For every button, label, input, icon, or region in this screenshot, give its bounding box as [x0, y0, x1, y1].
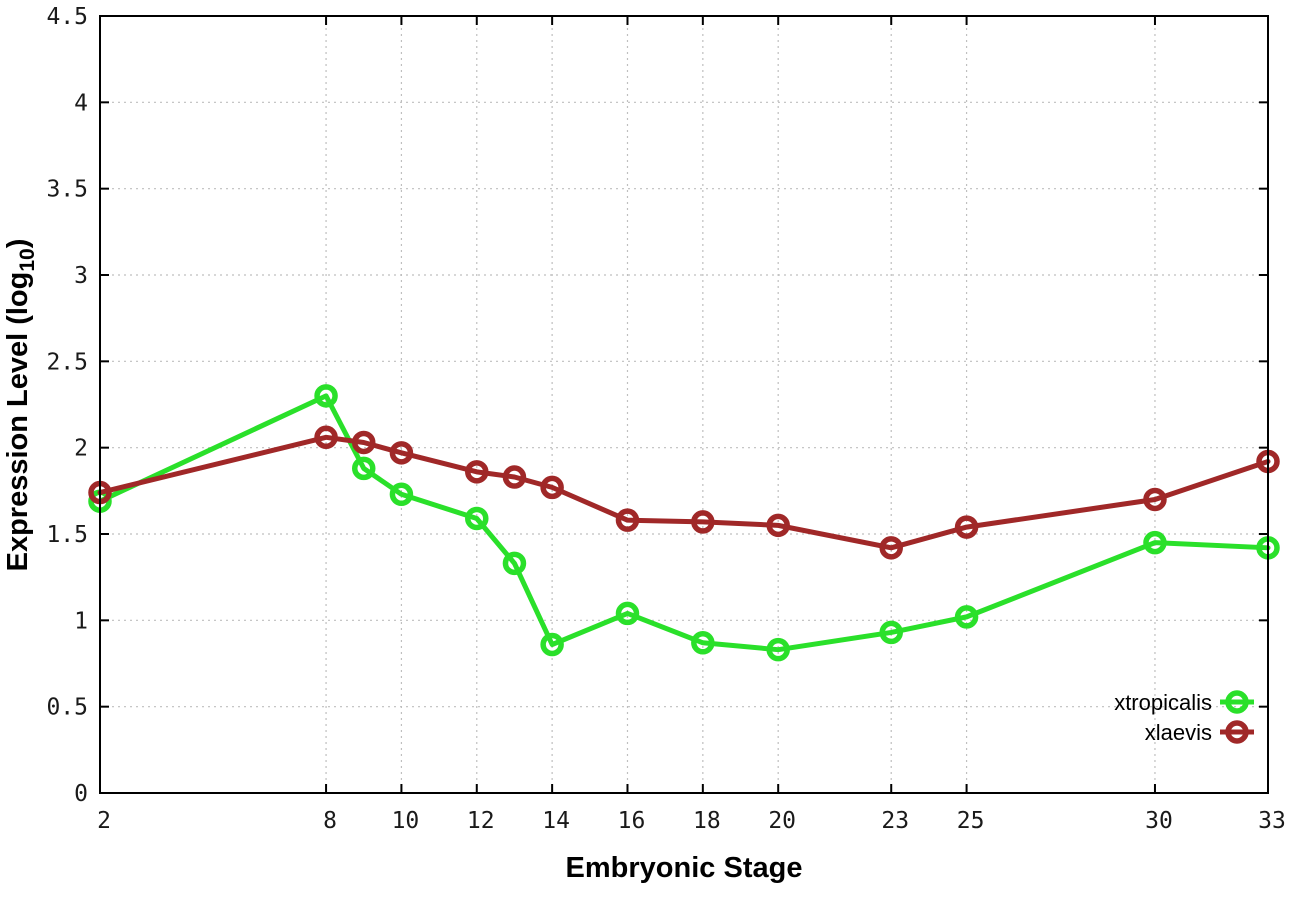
x-axis-tick-label: 8: [323, 808, 337, 834]
data-point-xtropicalis: [351, 456, 376, 481]
legend-label-xtropicalis: xtropicalis: [1114, 690, 1212, 715]
legend-marker-xlaevis: [1225, 720, 1249, 744]
data-point-xtropicalis: [691, 631, 715, 655]
legend-entry-xlaevis: xlaevis: [1145, 720, 1254, 745]
data-point-xtropicalis: [314, 384, 338, 408]
y-axis-tick-label: 2: [74, 436, 88, 462]
legend-label-xlaevis: xlaevis: [1145, 720, 1212, 745]
x-axis-tick-label: 14: [542, 808, 570, 834]
data-point-xtropicalis: [502, 551, 527, 576]
y-axis-tick-label: 0.5: [46, 695, 88, 721]
data-point-xtropicalis: [954, 605, 979, 629]
data-point-xlaevis: [615, 508, 640, 532]
y-axis-tick-label: 0: [74, 781, 88, 807]
data-point-xlaevis: [540, 475, 564, 500]
gridlines-group: [100, 16, 1268, 793]
data-point-xlaevis: [314, 425, 338, 450]
x-axis-tick-label: 23: [881, 808, 909, 834]
x-axis-tick-label: 20: [768, 808, 796, 834]
plot-border: [99, 15, 1269, 794]
x-axis-tick-label: 25: [957, 808, 985, 834]
y-axis-tick-label: 4: [74, 90, 88, 116]
data-point-xlaevis: [389, 441, 414, 465]
x-axis-tick-label: 12: [467, 808, 495, 834]
data-point-xlaevis: [351, 430, 376, 455]
y-axis-tick-label: 3: [74, 263, 88, 289]
series-group: [88, 384, 1280, 662]
data-point-xlaevis: [879, 536, 903, 560]
x-axis-title: Embryonic Stage: [566, 852, 803, 884]
tick-labels-group: 2 8 10 12 14 16 18 20 23 25 30 33 0 0.5 1 1.5 2 2.5 3 3.5 4 4…: [46, 4, 1285, 834]
data-point-xtropicalis: [389, 482, 414, 507]
data-point-xlaevis: [465, 460, 489, 484]
data-point-xlaevis: [1143, 487, 1167, 512]
data-point-xlaevis: [954, 515, 979, 539]
x-axis-tick-label: 10: [392, 808, 420, 834]
data-point-xtropicalis: [540, 632, 564, 657]
data-point-xtropicalis: [1143, 530, 1167, 555]
legend-group: xtropicalis xlaevis: [1114, 690, 1254, 745]
data-point-xtropicalis: [766, 637, 790, 662]
legend-marker-xtropicalis: [1225, 690, 1249, 714]
x-axis-tick-label: 2: [97, 808, 111, 834]
y-axis-tick-label: 4.5: [46, 4, 88, 30]
y-axis-tick-label: 1.5: [46, 522, 88, 548]
axes-frame-group: [99, 15, 1269, 794]
data-point-xlaevis: [502, 465, 527, 489]
x-axis-tick-label: 33: [1258, 808, 1286, 834]
data-point-xtropicalis: [879, 620, 903, 645]
x-axis-tick-label: 16: [618, 808, 646, 834]
legend-entry-xtropicalis: xtropicalis: [1114, 690, 1254, 715]
series-line-xlaevis: [97, 434, 1271, 551]
data-point-xtropicalis: [615, 601, 640, 626]
y-axis-tick-label: 2.5: [46, 349, 88, 375]
y-axis-tick-label: 3.5: [46, 177, 88, 203]
data-point-xlaevis: [766, 513, 790, 538]
y-axis-tick-label: 1: [74, 608, 88, 634]
x-axis-tick-label: 18: [693, 808, 721, 834]
x-axis-tick-label: 30: [1145, 808, 1173, 834]
data-point-xlaevis: [691, 510, 715, 534]
y-axis-title: Expression Level (log10): [2, 239, 39, 572]
data-point-xtropicalis: [465, 506, 489, 531]
